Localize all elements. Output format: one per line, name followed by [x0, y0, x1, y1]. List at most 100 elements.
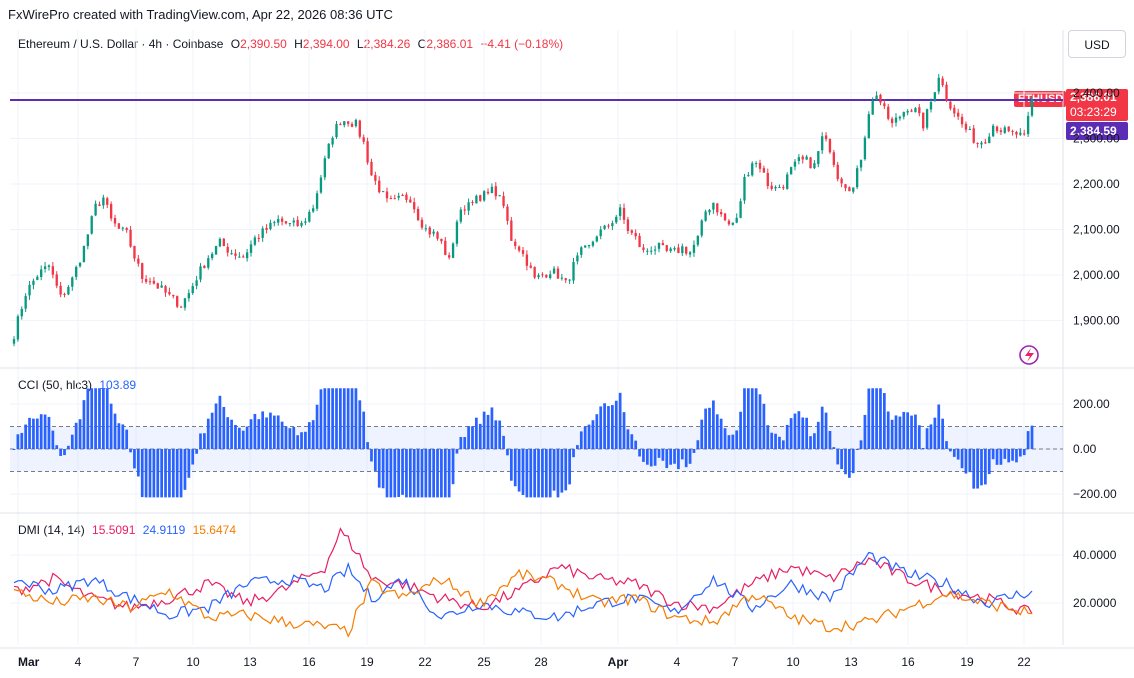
candle-body: [719, 212, 723, 215]
candle-body: [747, 175, 750, 177]
candle-body: [121, 227, 124, 229]
cci-bar: [440, 449, 443, 498]
candle-body: [789, 167, 793, 175]
candle-body: [420, 219, 424, 228]
candle-body: [549, 274, 552, 278]
cci-bar: [370, 449, 373, 462]
cci-bar: [467, 426, 470, 449]
candle-body: [887, 106, 890, 119]
candle-body: [945, 84, 948, 101]
cci-bar: [618, 392, 622, 449]
dmi-value-2: 24.9119: [142, 523, 186, 537]
candle-body: [490, 186, 494, 194]
candle-body: [871, 100, 874, 115]
candle-body: [362, 137, 365, 142]
candle-body: [187, 293, 191, 299]
cci-bar: [513, 449, 517, 487]
cci-bar: [230, 419, 233, 449]
candle-body: [960, 116, 964, 125]
candle-body: [378, 180, 381, 193]
candle-body: [817, 151, 820, 165]
candle-body: [607, 225, 610, 227]
candle-body: [397, 195, 400, 198]
candle-body: [82, 245, 86, 263]
candle-body: [207, 258, 210, 268]
candle-body: [358, 120, 361, 137]
high-value: H2,394.00: [294, 37, 350, 51]
candle-body: [265, 227, 268, 230]
main-legend: Ethereum / U.S. Dollar · 4h · Coinbase O…: [18, 37, 567, 51]
candle-body: [432, 231, 435, 234]
cci-bar: [226, 417, 230, 449]
tradingview-logo: [1019, 345, 1039, 365]
candle-body: [137, 258, 140, 264]
candle-body: [327, 143, 330, 159]
candle-body: [152, 280, 156, 284]
cci-bar: [914, 414, 917, 449]
cci-bar: [436, 449, 439, 498]
candle-body: [226, 246, 229, 253]
cci-bar: [377, 449, 381, 488]
cci-bar: [630, 434, 634, 449]
cci-bar: [90, 388, 94, 449]
cci-bar: [133, 449, 136, 469]
cci-bar: [552, 449, 556, 491]
cci-bar: [32, 418, 35, 449]
candle-body: [836, 164, 839, 180]
candle-body: [929, 102, 933, 110]
cci-bar: [894, 415, 898, 449]
candle-body: [584, 245, 587, 248]
cci-bar: [471, 426, 474, 449]
candle-body: [712, 202, 715, 210]
cci-bar: [39, 414, 43, 449]
candle-body: [257, 237, 260, 239]
cci-bar: [307, 422, 311, 449]
cci-bar: [51, 430, 55, 449]
cci-bar: [972, 449, 976, 489]
candle-body: [463, 209, 466, 211]
candle-body: [657, 242, 661, 249]
candle-body: [319, 177, 323, 193]
cci-bar: [949, 449, 952, 452]
candle-body: [988, 136, 991, 144]
cci-bar: [855, 449, 859, 450]
y-tick-label: −200.00: [1073, 487, 1117, 501]
cci-bar: [661, 449, 665, 461]
cci-bar: [257, 419, 261, 449]
x-tick-label: 16: [302, 655, 316, 669]
cci-bar: [987, 449, 991, 475]
candle-body: [766, 172, 769, 187]
candle-body: [416, 208, 420, 221]
cci-bar: [879, 388, 882, 449]
cci-bar: [463, 437, 467, 449]
cci-bar: [781, 440, 785, 449]
cci-bar: [12, 449, 16, 450]
cci-bar: [548, 449, 552, 498]
candle-body: [354, 119, 358, 127]
candle-body: [1023, 133, 1026, 135]
cci-bar: [152, 449, 156, 498]
cci-bar: [478, 423, 482, 449]
candle-body: [918, 107, 921, 114]
cci-bar: [991, 449, 995, 460]
currency-button[interactable]: USD: [1068, 30, 1126, 58]
candle-body: [1030, 99, 1034, 116]
candle-body: [685, 246, 688, 254]
cci-bar: [937, 404, 941, 449]
cci-bar: [517, 449, 521, 492]
candle-body: [296, 219, 299, 226]
cci-bar: [649, 449, 653, 467]
cci-bar: [28, 417, 31, 449]
candle-body: [210, 253, 214, 259]
x-tick-label: Mar: [18, 655, 40, 669]
cci-bar: [708, 407, 711, 449]
candle-body: [599, 229, 602, 237]
candle-body: [90, 216, 93, 234]
cci-bar: [645, 449, 649, 465]
cci-bar: [125, 429, 129, 449]
cci-bar: [700, 419, 704, 449]
candle-body: [20, 308, 23, 317]
cci-bar: [315, 404, 319, 449]
candle-body: [533, 267, 536, 278]
candle-body: [852, 187, 855, 192]
